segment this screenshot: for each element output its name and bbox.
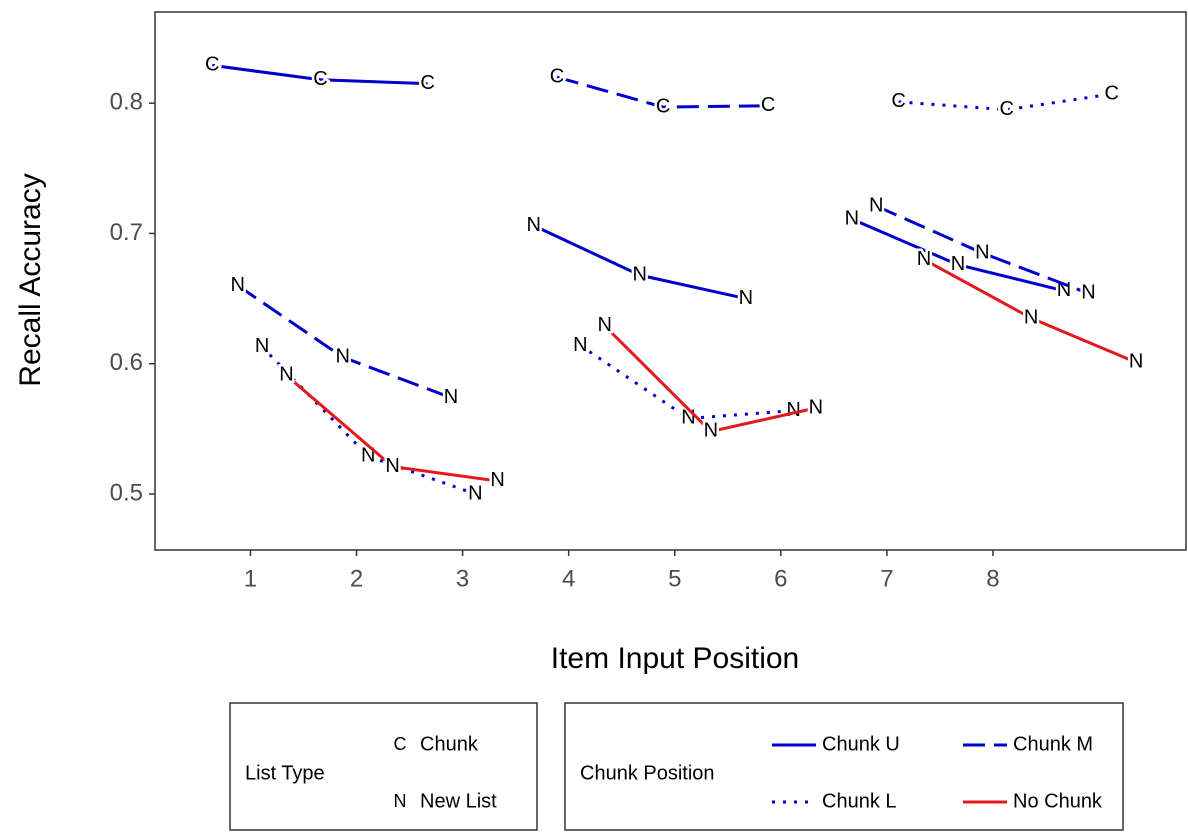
point-marker: N [255,335,269,357]
point-marker: C [1105,82,1119,104]
y-tick-label: 0.8 [110,89,143,116]
series-line [261,345,476,496]
series-line [579,344,794,420]
legend-label: Chunk L [822,790,897,812]
series-line [533,224,747,301]
point-marker: N [809,396,823,418]
point-marker: N [704,420,718,442]
point-marker: C [550,65,564,87]
series-line [875,204,1089,295]
x-tick-label: 7 [880,565,893,592]
point-marker: N [917,248,931,270]
x-tick-label: 3 [456,565,469,592]
point-marker: N [385,455,399,477]
legend-box [229,702,538,831]
legend-label: Chunk M [1013,733,1093,755]
x-tick-label: 1 [244,565,257,592]
x-tick-label: 8 [986,565,999,592]
legend-box [564,702,1124,831]
x-axis-title: Item Input Position [551,642,799,675]
legend-label: No Chunk [1013,790,1103,812]
point-marker: N [975,241,989,263]
point-marker: N [1129,351,1143,373]
y-tick-label: 0.5 [110,479,143,506]
point-marker: N [526,214,540,236]
series-line [285,374,498,483]
point-marker: C [313,68,327,90]
x-tick-label: 6 [774,565,787,592]
series-line [851,217,1065,293]
point-marker: N [361,444,375,466]
panel-border [154,11,1187,551]
point-marker: N [573,334,587,356]
series-line [236,284,452,399]
point-marker: N [598,314,612,336]
legend-label: Chunk U [822,733,900,755]
series-line [556,75,769,109]
point-marker: N [231,274,245,296]
point-marker: N [490,469,504,491]
legend-marker: C [394,734,407,754]
point-marker: N [1024,306,1038,328]
point-marker: C [891,90,905,112]
point-marker: C [205,54,219,76]
point-marker: N [444,386,458,408]
y-tick-label: 0.6 [110,349,143,376]
point-marker: N [951,253,965,275]
legend-marker: N [394,791,407,811]
point-marker: N [279,364,293,386]
x-tick-label: 4 [562,565,575,592]
legend-label: New List [420,790,497,812]
series-line [603,324,817,434]
point-marker: N [336,345,350,367]
point-marker: N [1081,282,1095,304]
point-marker: C [656,95,670,117]
point-marker: C [761,94,775,116]
point-marker: C [420,72,434,94]
series-line [923,258,1137,364]
legend-title: Chunk Position [580,762,715,784]
point-marker: N [869,194,883,216]
point-marker: N [468,482,482,504]
point-marker: N [786,399,800,421]
y-axis-title: Recall Accuracy [14,173,47,386]
x-tick-label: 5 [668,565,681,592]
point-marker: N [633,263,647,285]
legend-label: Chunk [420,733,479,755]
series-line [212,63,428,86]
y-tick-label: 0.7 [110,219,143,246]
point-marker: N [845,207,859,229]
point-marker: C [1000,98,1014,120]
x-tick-label: 2 [350,565,363,592]
point-marker: N [739,287,753,309]
legend-title: List Type [245,762,325,784]
